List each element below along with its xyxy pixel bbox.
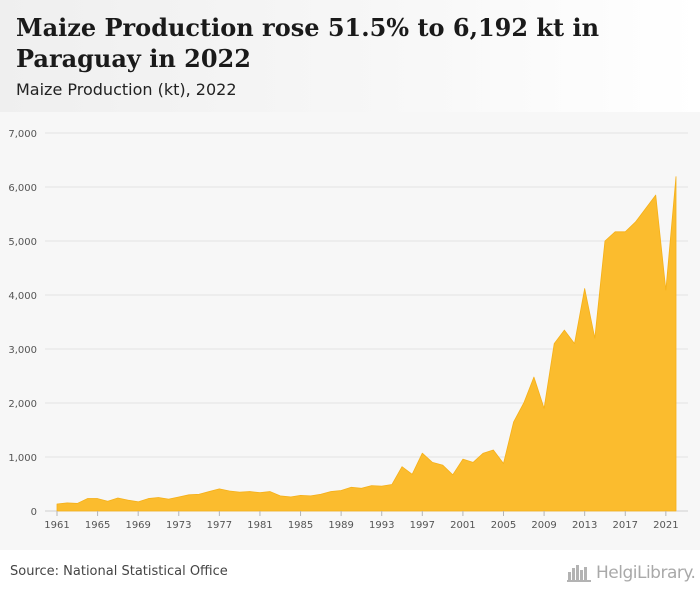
y-tick-label: 0 <box>31 507 37 518</box>
series-area <box>56 176 677 512</box>
y-tick-label: 1,000 <box>8 453 37 464</box>
page-title: Maize Production rose 51.5% to 6,192 kt … <box>16 13 600 73</box>
x-tick-label: 1969 <box>125 520 150 531</box>
header-panel: Maize Production rose 51.5% to 6,192 kt … <box>0 0 700 112</box>
x-tick-label: 2001 <box>450 520 475 531</box>
x-tick-label: 1977 <box>207 520 232 531</box>
brand-logo[interactable]: HelgiLibrary. <box>566 560 696 586</box>
x-tick-label: 2005 <box>491 520 516 531</box>
x-tick-label: 1985 <box>288 520 313 531</box>
y-tick-label: 7,000 <box>8 129 37 140</box>
y-tick-label: 4,000 <box>8 291 37 302</box>
x-tick-label: 2017 <box>613 520 638 531</box>
x-tick-label: 1973 <box>166 520 191 531</box>
x-tick-label: 2021 <box>653 520 678 531</box>
x-tick-label: 1989 <box>328 520 353 531</box>
x-tick-label: 2009 <box>531 520 556 531</box>
brand-name: HelgiLibrary. <box>596 563 696 583</box>
series-area-fill <box>56 176 677 512</box>
y-tick-label: 5,000 <box>8 237 37 248</box>
x-tick-label: 1965 <box>85 520 110 531</box>
x-tick-label: 1993 <box>369 520 394 531</box>
x-tick-label: 1961 <box>44 520 69 531</box>
y-tick-label: 2,000 <box>8 399 37 410</box>
y-tick-label: 3,000 <box>8 345 37 356</box>
source-note: Source: National Statistical Office <box>10 564 228 579</box>
x-tick-label: 2013 <box>572 520 597 531</box>
x-axis-ticks: 1961 1965 1969 1973 1977 1981 1985 1989 1993 1997… <box>44 511 679 531</box>
y-axis-ticks: 0 1,000 2,000 3,000 4,000 5,000 6,000 7,000 <box>8 129 37 518</box>
chart-subtitle: Maize Production (kt), 2022 <box>16 80 237 99</box>
x-tick-label: 1997 <box>410 520 435 531</box>
x-tick-label: 1981 <box>247 520 272 531</box>
bar-chart-icon <box>567 565 591 582</box>
y-tick-label: 6,000 <box>8 183 37 194</box>
